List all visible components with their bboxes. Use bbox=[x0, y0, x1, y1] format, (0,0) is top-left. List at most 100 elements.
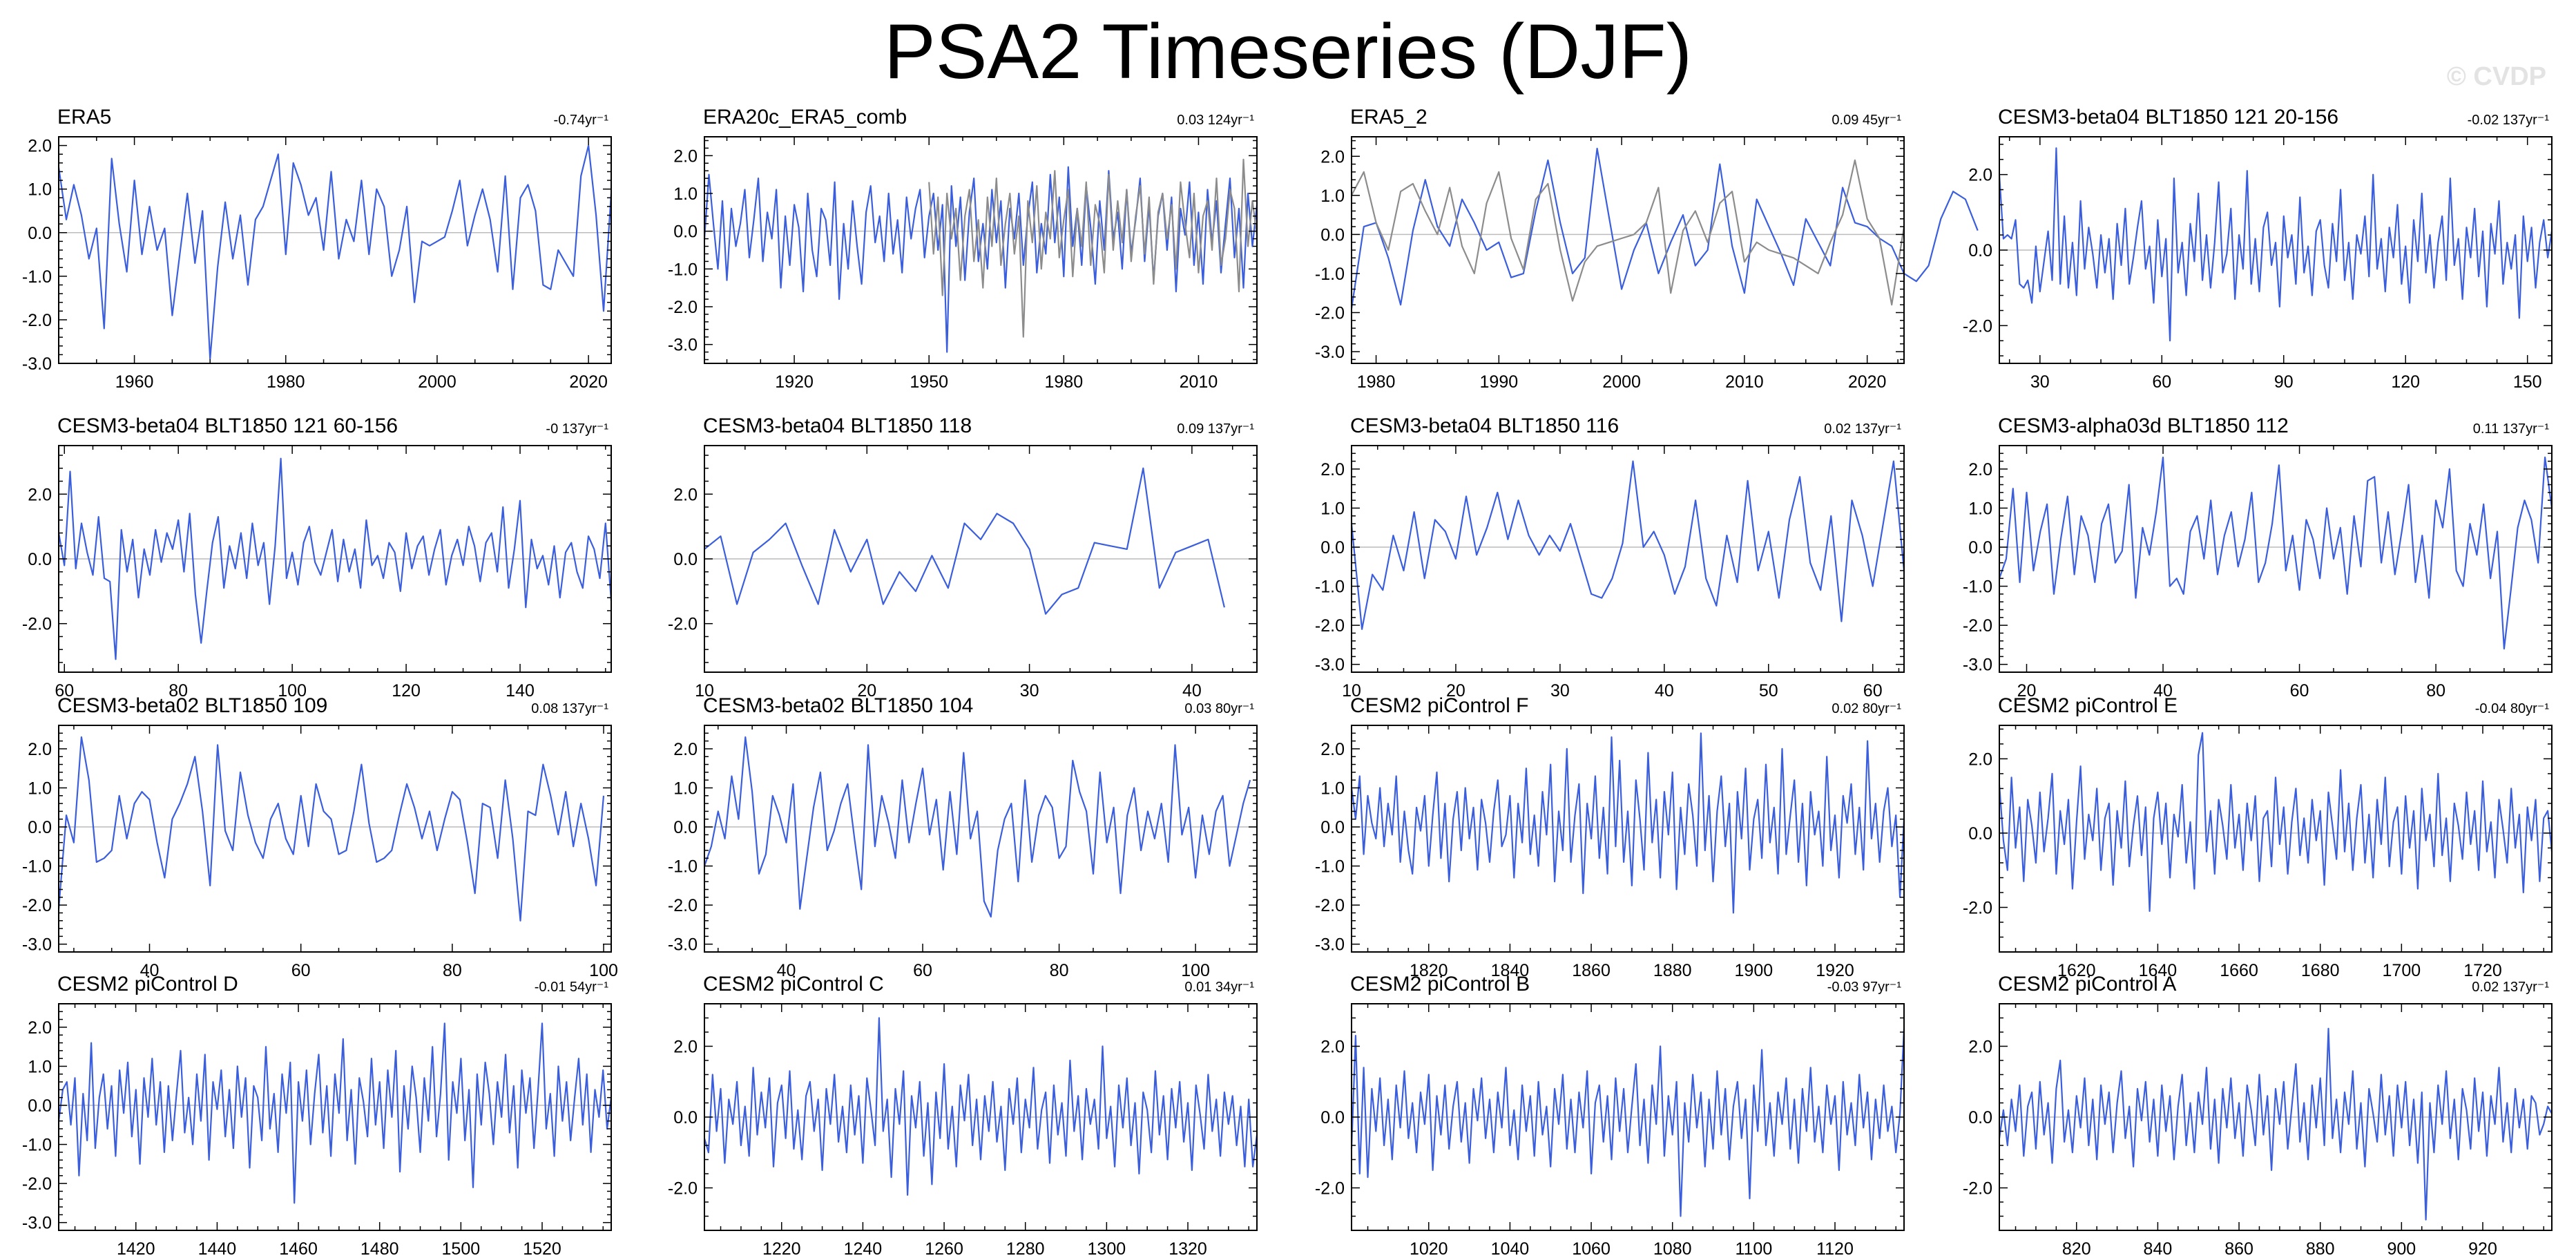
chart-panel-4: CESM3-beta04 BLT1850 121 20-156 -0.02 137… bbox=[1963, 106, 2553, 392]
y-tick-label: 0.0 bbox=[1968, 538, 1992, 557]
x-tick-label: 80 bbox=[1050, 961, 1069, 980]
y-tick-label: 2.0 bbox=[1968, 460, 1992, 479]
panel-title: CESM2 piControl A bbox=[1998, 973, 2176, 995]
x-tick-label: 1660 bbox=[2220, 961, 2258, 980]
x-tick-label: 2000 bbox=[418, 372, 456, 392]
panel-title: CESM3-beta04 BLT1850 121 20-156 bbox=[1998, 106, 2338, 128]
x-tick-label: 2020 bbox=[569, 372, 608, 392]
x-tick-label: 1980 bbox=[1045, 372, 1084, 392]
y-tick-label: -3.0 bbox=[1963, 656, 1992, 675]
y-tick-label: 0.0 bbox=[1968, 824, 1992, 844]
plot-frame bbox=[1351, 725, 1905, 953]
x-tick-label: 10 bbox=[1342, 681, 1361, 701]
panel-title: ERA20c_ERA5_comb bbox=[703, 106, 907, 128]
y-tick-label: 2.0 bbox=[673, 1038, 698, 1057]
y-tick-label: 1.0 bbox=[673, 779, 698, 798]
y-tick-label: -2.0 bbox=[1963, 616, 1992, 636]
y-tick-label: -2.0 bbox=[1963, 1179, 1992, 1199]
plot-frame bbox=[704, 136, 1258, 364]
series-line-1 bbox=[1998, 147, 2553, 342]
x-tick-label: 100 bbox=[589, 961, 618, 980]
y-tick-label: 2.0 bbox=[28, 740, 52, 759]
x-tick-label: 1960 bbox=[115, 372, 154, 392]
panel-title: CESM3-beta02 BLT1850 104 bbox=[703, 694, 973, 717]
plot-frame bbox=[58, 725, 612, 953]
x-tick-label: 1460 bbox=[279, 1239, 318, 1258]
series-line-2 bbox=[1351, 159, 1905, 306]
x-tick-label: 1060 bbox=[1572, 1239, 1611, 1258]
x-tick-label: 30 bbox=[1020, 681, 1039, 701]
series-line-2 bbox=[928, 158, 1258, 338]
series-line-1 bbox=[57, 736, 605, 922]
y-tick-label: 1.0 bbox=[28, 1057, 52, 1076]
chart-panel-3: ERA5_2 0.09 45yr⁻¹ 1980 1990 2000 2010 2020 -3.… bbox=[1315, 106, 1979, 392]
trend-label: 0.02 80yr⁻¹ bbox=[1832, 701, 1901, 716]
x-tick-label: 20 bbox=[857, 681, 876, 701]
x-tick-label: 80 bbox=[443, 961, 462, 980]
x-tick-label: 20 bbox=[1446, 681, 1465, 701]
y-tick-label: -1.0 bbox=[668, 857, 698, 877]
x-tick-label: 1680 bbox=[2301, 961, 2340, 980]
x-tick-label: 40 bbox=[2153, 681, 2173, 701]
panel-title: CESM2 piControl E bbox=[1998, 694, 2178, 717]
y-tick-label: -1.0 bbox=[1315, 857, 1345, 877]
x-tick-label: 1920 bbox=[775, 372, 814, 392]
y-tick-label: -2.0 bbox=[22, 896, 52, 915]
x-tick-label: 1040 bbox=[1491, 1239, 1530, 1258]
panel-title: ERA5_2 bbox=[1350, 106, 1428, 128]
y-tick-label: 0.0 bbox=[1968, 241, 1992, 260]
y-tick-label: 2.0 bbox=[28, 485, 52, 504]
trend-label: -0.74yr⁻¹ bbox=[554, 113, 609, 128]
x-tick-label: 1860 bbox=[1572, 961, 1611, 980]
y-tick-label: 1.0 bbox=[673, 184, 698, 204]
x-tick-label: 1880 bbox=[1653, 961, 1692, 980]
y-tick-label: -3.0 bbox=[668, 935, 698, 955]
y-tick-label: 0.0 bbox=[673, 222, 698, 242]
y-tick-label: 2.0 bbox=[28, 137, 52, 156]
x-tick-label: 1950 bbox=[910, 372, 948, 392]
y-tick-label: 1.0 bbox=[1320, 779, 1345, 798]
x-tick-label: 80 bbox=[2426, 681, 2445, 701]
panel-title: CESM2 piControl B bbox=[1350, 973, 1530, 995]
x-tick-label: 1980 bbox=[267, 372, 305, 392]
y-tick-label: 0.0 bbox=[673, 550, 698, 569]
y-tick-label: -3.0 bbox=[1315, 656, 1345, 675]
y-tick-label: -1.0 bbox=[22, 857, 52, 877]
y-tick-label: -2.0 bbox=[22, 615, 52, 634]
chart-panel-13: CESM2 piControl D -0.01 54yr⁻¹ 1420 1440 146… bbox=[22, 973, 613, 1258]
x-tick-label: 1240 bbox=[844, 1239, 883, 1258]
trend-label: -0.02 137yr⁻¹ bbox=[2468, 113, 2550, 128]
chart-panel-10: CESM3-beta02 BLT1850 104 0.03 80yr⁻¹ 40 60 8… bbox=[668, 694, 1258, 980]
plot-frame bbox=[58, 1003, 612, 1231]
x-tick-label: 150 bbox=[2513, 372, 2542, 392]
series-line-1 bbox=[1998, 456, 2553, 650]
y-tick-label: -1.0 bbox=[1315, 578, 1345, 597]
y-tick-label: -1.0 bbox=[1315, 265, 1345, 284]
x-tick-label: 1980 bbox=[1357, 372, 1396, 392]
y-tick-label: 0.0 bbox=[28, 818, 52, 837]
x-tick-label: 1300 bbox=[1088, 1239, 1126, 1258]
chart-panel-16: CESM2 piControl A 0.02 137yr⁻¹ 820 840 860 88… bbox=[1963, 973, 2553, 1258]
y-tick-label: 1.0 bbox=[28, 779, 52, 798]
y-tick-label: 0.0 bbox=[28, 224, 52, 243]
panel-title: CESM3-beta02 BLT1850 109 bbox=[57, 694, 327, 717]
x-tick-label: 840 bbox=[2144, 1239, 2173, 1258]
x-tick-label: 140 bbox=[506, 681, 535, 701]
plot-frame bbox=[704, 725, 1258, 953]
x-tick-label: 40 bbox=[1182, 681, 1202, 701]
trend-label: 0.09 137yr⁻¹ bbox=[1177, 421, 1254, 437]
y-tick-label: 2.0 bbox=[673, 740, 698, 759]
x-tick-label: 100 bbox=[1181, 961, 1210, 980]
y-tick-label: 0.0 bbox=[28, 1096, 52, 1116]
x-tick-label: 100 bbox=[278, 681, 307, 701]
x-tick-label: 1840 bbox=[1491, 961, 1530, 980]
trend-label: 0.09 45yr⁻¹ bbox=[1832, 113, 1901, 128]
x-tick-label: 880 bbox=[2306, 1239, 2335, 1258]
y-tick-label: 0.0 bbox=[673, 1108, 698, 1127]
trend-label: -0 137yr⁻¹ bbox=[546, 421, 608, 437]
x-tick-label: 60 bbox=[913, 961, 932, 980]
y-tick-label: -1.0 bbox=[22, 1136, 52, 1155]
y-tick-label: -1.0 bbox=[1963, 578, 1992, 597]
panel-title: CESM2 piControl D bbox=[57, 973, 238, 995]
